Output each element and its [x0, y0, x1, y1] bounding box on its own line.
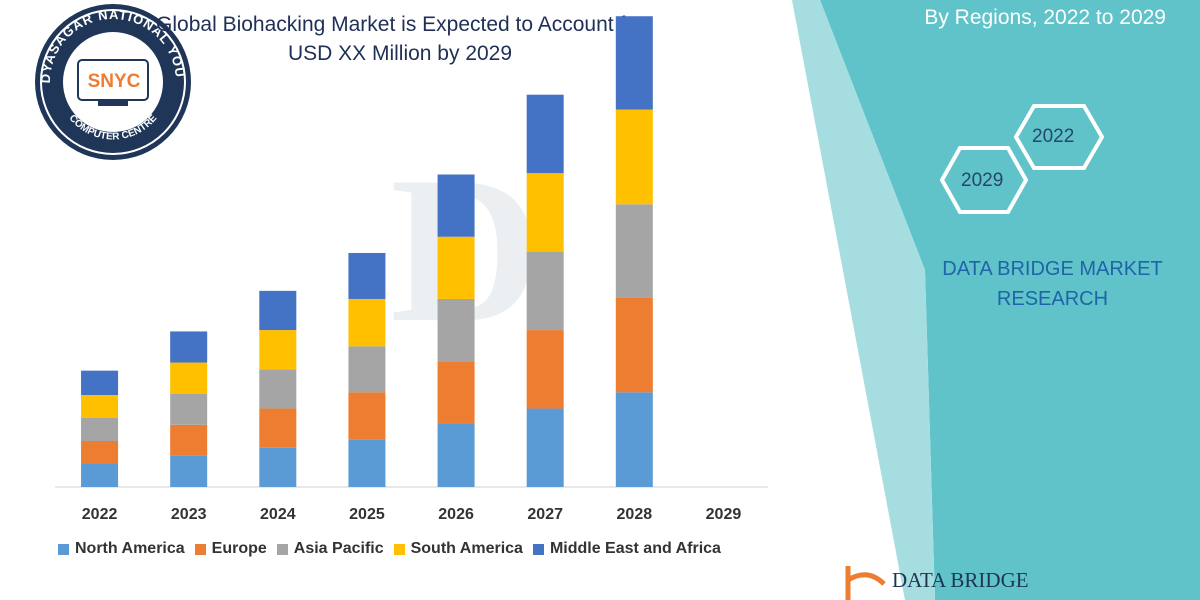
- legend-swatch: [532, 543, 544, 555]
- bar-segment-2028-south-america: [615, 109, 653, 205]
- bar-segment-2025-north-america: [348, 439, 386, 487]
- legend-swatch: [393, 543, 405, 555]
- bar-segment-2025-europe: [348, 392, 386, 440]
- x-tick-label: 2028: [617, 506, 653, 523]
- legend-item: Asia Pacific: [276, 540, 384, 558]
- bar-segment-2024-south-america: [259, 330, 297, 370]
- bar-segment-2023-south-america: [170, 362, 208, 394]
- legend-swatch: [194, 543, 206, 555]
- bar-segment-2022-middle-east-and-africa: [81, 370, 119, 396]
- legend-item: Middle East and Africa: [532, 540, 721, 558]
- bar-segment-2022-north-america: [81, 464, 119, 487]
- bar-segment-2026-europe: [437, 361, 475, 424]
- bar-segment-2024-europe: [259, 408, 297, 448]
- x-tick-label: 2026: [438, 506, 474, 523]
- bar-segment-2027-asia-pacific: [526, 251, 564, 331]
- bar-segment-2022-europe: [81, 441, 119, 465]
- legend-item: South America: [393, 540, 523, 558]
- logo-center-text: SNYC: [88, 71, 141, 92]
- bar-segment-2025-middle-east-and-africa: [348, 252, 386, 299]
- x-tick-label: 2027: [527, 506, 563, 523]
- bar-segment-2023-middle-east-and-africa: [170, 331, 208, 363]
- bar-segment-2026-south-america: [437, 236, 475, 299]
- x-tick-label: 2029: [706, 506, 742, 523]
- x-tick-label: 2025: [349, 506, 385, 523]
- bar-segment-2025-asia-pacific: [348, 346, 386, 393]
- hex-label-2022: 2022: [1032, 126, 1075, 147]
- bar-segment-2023-europe: [170, 424, 208, 456]
- bar-segment-2028-europe: [615, 297, 653, 393]
- bar-segment-2027-europe: [526, 330, 564, 409]
- teal-shape: [820, 0, 1200, 600]
- brand-text: DATA BRIDGE MARKET RESEARCH: [920, 254, 1185, 314]
- bar-segment-2028-asia-pacific: [615, 204, 653, 298]
- bar-segment-2026-middle-east-and-africa: [437, 174, 475, 237]
- region-title: By Regions, 2022 to 2029: [924, 6, 1166, 29]
- bar-segment-2024-asia-pacific: [259, 369, 297, 409]
- brand-text-line2: RESEARCH: [996, 288, 1109, 310]
- legend-swatch: [58, 543, 69, 555]
- hexagon-2022-icon: [1013, 104, 1105, 170]
- chart-legend: North America Europe Asia Pacific South Ame…: [58, 540, 721, 558]
- legend-item: Europe: [194, 540, 267, 558]
- bar-segment-2026-north-america: [437, 423, 475, 487]
- legend-label: South America: [410, 540, 523, 557]
- bar-segment-2024-middle-east-and-africa: [259, 290, 297, 331]
- bar-segment-2025-south-america: [348, 298, 386, 347]
- legend-item: North America: [58, 540, 185, 558]
- bar-segment-2023-asia-pacific: [170, 393, 208, 425]
- bar-segment-2023-north-america: [170, 455, 208, 487]
- x-tick-label: 2023: [171, 506, 207, 523]
- teal-shape-light-edge: [792, 0, 935, 600]
- legend-label: North America: [75, 540, 185, 557]
- x-tick-label: 2024: [260, 506, 296, 523]
- bar-segment-2024-north-america: [259, 447, 297, 487]
- footer-brand: DATA BRIDGE: [892, 568, 1029, 592]
- legend-label: Europe: [211, 540, 267, 557]
- vsnyc-seal-icon: VIDYASAGAR NATIONAL YOUTH COMPUTER CENTR…: [23, 0, 191, 160]
- bar-segment-2027-south-america: [526, 173, 564, 252]
- bar-segment-2027-middle-east-and-africa: [526, 94, 564, 174]
- legend-label: Middle East and Africa: [549, 540, 721, 557]
- legend-label: Asia Pacific: [293, 540, 384, 557]
- legend-swatch: [276, 543, 288, 555]
- chart-title-line1: Global Biohacking Market is Expected to …: [156, 13, 644, 36]
- bar-segment-2028-middle-east-and-africa: [615, 16, 653, 110]
- hex-label-2029: 2029: [961, 170, 1004, 191]
- bar-segment-2022-asia-pacific: [81, 418, 119, 442]
- chart-title: Global Biohacking Market is Expected to …: [90, 10, 710, 68]
- x-tick-label: 2022: [82, 506, 118, 523]
- bar-segment-2022-south-america: [81, 395, 119, 419]
- bar-segment-2028-north-america: [615, 392, 653, 487]
- bar-segment-2027-north-america: [526, 408, 564, 487]
- chart-title-line2: USD XX Million by 2029: [287, 42, 513, 65]
- data-bridge-footer-logo-icon: [845, 566, 886, 600]
- brand-text-line1: DATA BRIDGE MARKET: [942, 258, 1163, 280]
- bar-segment-2026-asia-pacific: [437, 298, 475, 362]
- hexagon-2029-icon: [939, 146, 1029, 214]
- vsnyc-logo: VIDYASAGAR NATIONAL YOUTH COMPUTER CENTR…: [23, 0, 198, 162]
